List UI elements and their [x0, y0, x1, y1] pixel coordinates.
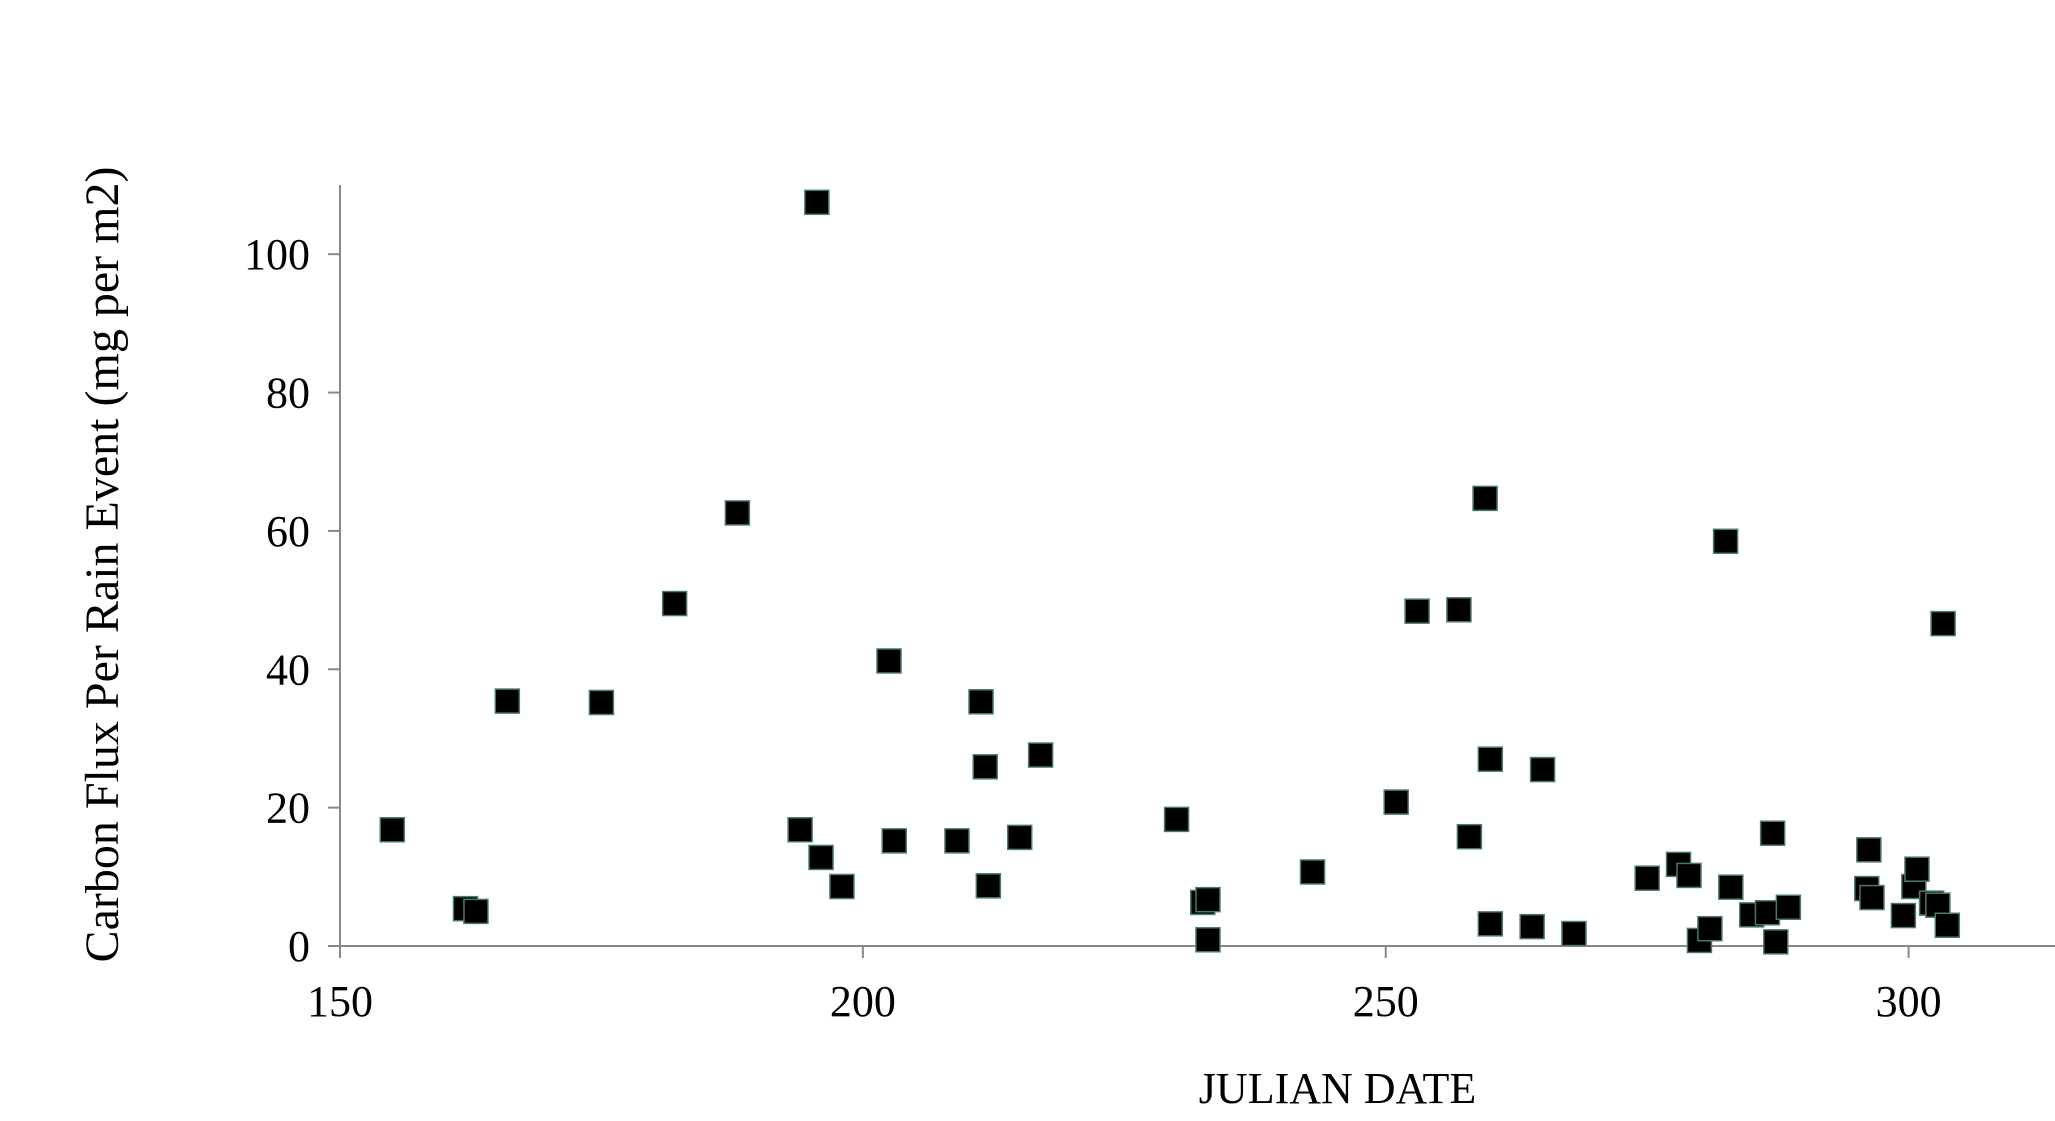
data-point	[972, 754, 998, 780]
data-point	[1930, 610, 1956, 637]
y-tick-label: 100	[244, 230, 310, 279]
y-tick-label: 0	[288, 922, 310, 971]
data-point	[944, 828, 970, 854]
x-tick-label: 250	[1353, 977, 1419, 1026]
y-tick-label: 20	[266, 784, 310, 833]
data-point	[1163, 806, 1190, 833]
data-point	[787, 817, 813, 843]
data-point	[1383, 789, 1409, 815]
data-point	[588, 689, 615, 716]
data-point	[1519, 913, 1545, 940]
data-point	[1718, 874, 1744, 900]
data-point	[1676, 862, 1702, 889]
data-point	[1856, 837, 1882, 863]
data-point	[1299, 859, 1326, 885]
data-point	[463, 898, 489, 925]
data-point	[1006, 824, 1033, 851]
data-point	[1763, 929, 1789, 955]
data-point	[829, 873, 855, 900]
data-point	[1027, 742, 1054, 768]
data-points	[379, 189, 1961, 955]
data-point	[881, 828, 907, 854]
data-point	[1759, 820, 1786, 846]
data-point	[1904, 856, 1930, 882]
data-point	[876, 648, 902, 674]
data-point	[1195, 886, 1221, 913]
y-axis-title: Carbon Flux Per Rain Event (mg per m2)	[76, 167, 129, 963]
data-point	[1775, 894, 1802, 921]
data-point	[968, 689, 994, 715]
x-tick-label: 150	[307, 977, 373, 1026]
data-point	[808, 844, 834, 871]
data-point	[1712, 528, 1739, 555]
data-point	[804, 189, 830, 216]
x-axis: 150 200 250 300	[307, 945, 2055, 1026]
data-point	[1195, 927, 1221, 953]
data-point	[1529, 756, 1556, 783]
data-point	[379, 817, 406, 843]
data-point	[1890, 902, 1917, 929]
data-point	[1477, 746, 1504, 772]
data-point	[1697, 915, 1723, 942]
data-point	[1404, 598, 1430, 624]
data-point	[1472, 485, 1498, 512]
y-tick-label: 40	[266, 645, 310, 694]
x-tick-label: 200	[830, 977, 896, 1026]
data-point	[1934, 912, 1961, 938]
data-point	[1456, 823, 1483, 850]
y-tick-label: 60	[266, 507, 310, 556]
y-tick-label: 80	[266, 369, 310, 418]
data-point	[1634, 865, 1660, 891]
data-point	[724, 500, 751, 526]
data-point	[975, 873, 1002, 899]
x-tick-label: 300	[1876, 977, 1942, 1026]
data-point	[494, 688, 521, 714]
x-axis-title: JULIAN DATE	[1199, 1064, 1476, 1113]
y-axis: 0 20 40 60 80 100	[244, 185, 341, 971]
data-point	[1446, 597, 1472, 623]
data-point	[1477, 911, 1504, 937]
data-point	[1561, 920, 1587, 947]
data-point	[661, 590, 688, 617]
data-point	[1859, 884, 1885, 911]
